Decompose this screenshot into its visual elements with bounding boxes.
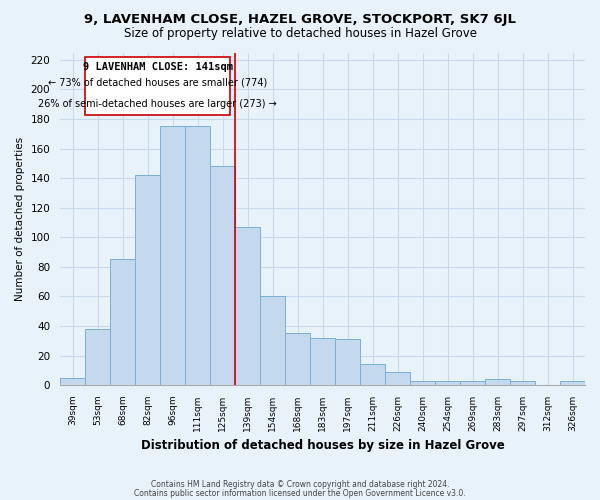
- Text: 26% of semi-detached houses are larger (273) →: 26% of semi-detached houses are larger (…: [38, 99, 277, 109]
- Bar: [235, 227, 260, 385]
- FancyBboxPatch shape: [85, 57, 230, 114]
- Bar: [285, 334, 310, 385]
- Bar: [110, 260, 135, 385]
- Bar: [460, 380, 485, 385]
- Bar: [560, 380, 585, 385]
- Text: Contains HM Land Registry data © Crown copyright and database right 2024.: Contains HM Land Registry data © Crown c…: [151, 480, 449, 489]
- Bar: [335, 339, 360, 385]
- Bar: [410, 380, 435, 385]
- Text: ← 73% of detached houses are smaller (774): ← 73% of detached houses are smaller (77…: [48, 78, 267, 88]
- Bar: [260, 296, 285, 385]
- Bar: [510, 380, 535, 385]
- Y-axis label: Number of detached properties: Number of detached properties: [15, 136, 25, 301]
- Bar: [160, 126, 185, 385]
- Text: 9, LAVENHAM CLOSE, HAZEL GROVE, STOCKPORT, SK7 6JL: 9, LAVENHAM CLOSE, HAZEL GROVE, STOCKPOR…: [84, 12, 516, 26]
- Bar: [85, 329, 110, 385]
- Bar: [385, 372, 410, 385]
- Bar: [485, 379, 510, 385]
- Bar: [185, 126, 210, 385]
- Text: Contains public sector information licensed under the Open Government Licence v3: Contains public sector information licen…: [134, 488, 466, 498]
- Bar: [310, 338, 335, 385]
- Bar: [435, 380, 460, 385]
- Bar: [60, 378, 85, 385]
- Bar: [360, 364, 385, 385]
- Bar: [210, 166, 235, 385]
- Text: 9 LAVENHAM CLOSE: 141sqm: 9 LAVENHAM CLOSE: 141sqm: [83, 62, 233, 72]
- X-axis label: Distribution of detached houses by size in Hazel Grove: Distribution of detached houses by size …: [140, 440, 505, 452]
- Text: Size of property relative to detached houses in Hazel Grove: Size of property relative to detached ho…: [124, 28, 476, 40]
- Bar: [135, 175, 160, 385]
